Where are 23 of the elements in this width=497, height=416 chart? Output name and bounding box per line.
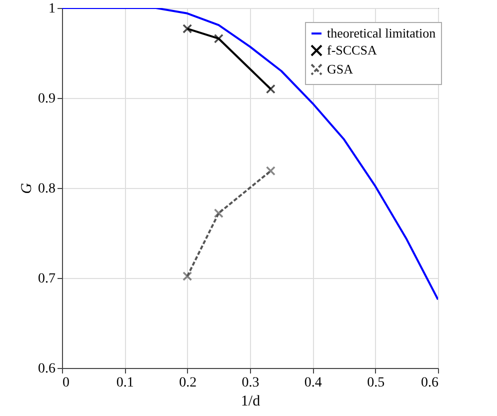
x-tick-label: 0.6: [421, 376, 438, 390]
legend-label: theoretical limitation: [327, 26, 436, 40]
point: [214, 34, 224, 44]
x-tick-label: 0.2: [179, 376, 197, 390]
point: [266, 84, 276, 94]
x-tick-label: 0.1: [116, 376, 134, 390]
y-tick-label: 0.7: [38, 272, 56, 286]
y-tick-label: 1: [48, 2, 56, 16]
point: [182, 24, 192, 34]
point: [182, 271, 192, 281]
y-tick-label: 0.8: [38, 182, 56, 196]
point: [214, 208, 224, 218]
point: [266, 166, 276, 176]
x-tick-label: 0.4: [304, 376, 322, 390]
y-tick-label: 0.6: [38, 362, 56, 376]
y-axis-title: G: [19, 182, 35, 194]
y-tick-label: 0.9: [38, 92, 56, 106]
legend-label: f-SCCSA: [327, 42, 378, 58]
x-axis-title: 1/d: [240, 394, 261, 410]
x-tick-label: 0.3: [242, 376, 260, 390]
legend-label: GSA: [327, 62, 354, 76]
x-tick-label: 0: [62, 376, 70, 390]
x-tick-label: 0.5: [367, 376, 385, 390]
